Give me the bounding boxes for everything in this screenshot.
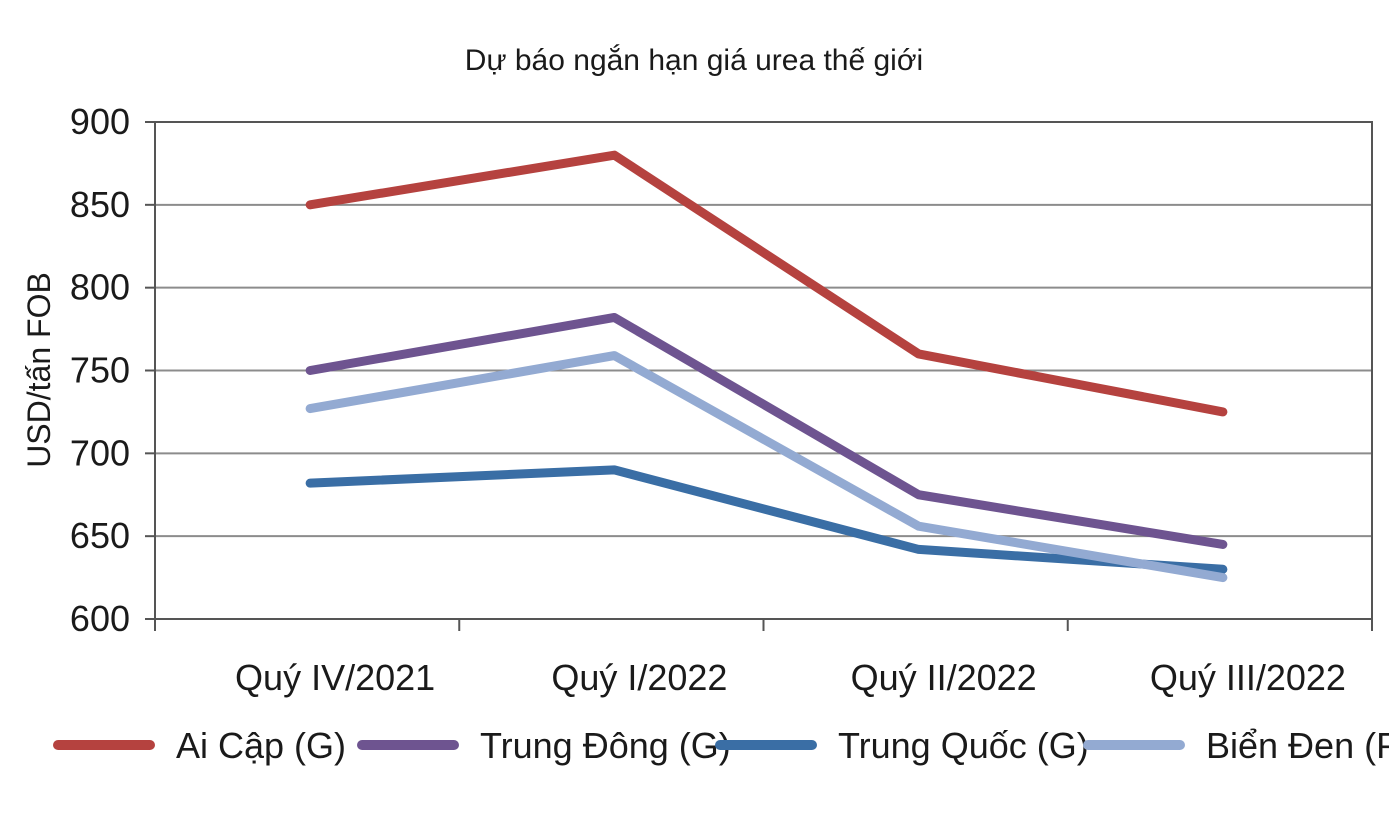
data-point [309,482,312,485]
legend-label: Trung Đông (G) [480,725,731,766]
legend-label: Ai Cập (G) [176,725,346,766]
series-line-2 [305,465,1228,574]
series-line-3 [305,351,1228,583]
legend-label: Trung Quốc (G) [838,725,1089,766]
data-point [1221,543,1224,546]
data-point [917,525,920,528]
y-axis-label: USD/tấn FOB [21,272,57,468]
data-point [613,154,616,157]
y-tick-label: 700 [70,432,130,473]
data-point [1221,568,1224,571]
data-point [613,354,616,357]
data-point [309,369,312,372]
x-axis [154,619,1373,631]
data-point [1221,410,1224,413]
x-axis-labels: Quý IV/2021 Quý I/2022 Quý II/2022 Quý III/… [235,657,1346,698]
x-tick-label: Quý III/2022 [1150,657,1346,698]
series-line-1 [305,312,1228,549]
data-point [613,316,616,319]
legend: Ai Cập (G) Trung Đông (G) Trung Quốc (G) Bi… [53,725,1389,766]
x-tick-label: Quý IV/2021 [235,657,435,698]
y-tick-label: 900 [70,101,130,142]
x-tick-label: Quý I/2022 [551,657,727,698]
x-tick-label: Quý II/2022 [851,657,1037,698]
y-tick-label: 800 [70,267,130,308]
data-point [309,407,312,410]
y-tick-label: 750 [70,350,130,391]
data-point [917,352,920,355]
y-tick-label: 650 [70,515,130,556]
data-point [1221,576,1224,579]
data-point [917,548,920,551]
y-tick-label: 850 [70,184,130,225]
chart-title: Dự báo ngắn hạn giá urea thế giới [465,44,923,77]
series-line-0 [305,150,1228,417]
data-point [917,493,920,496]
legend-label: Biển Đen (P) [1206,725,1389,766]
y-axis-ticks: 900 850 800 750 700 650 600 [70,101,155,639]
data-point [613,468,616,471]
y-tick-label: 600 [70,598,130,639]
data-point [309,203,312,206]
series-lines [305,150,1228,583]
